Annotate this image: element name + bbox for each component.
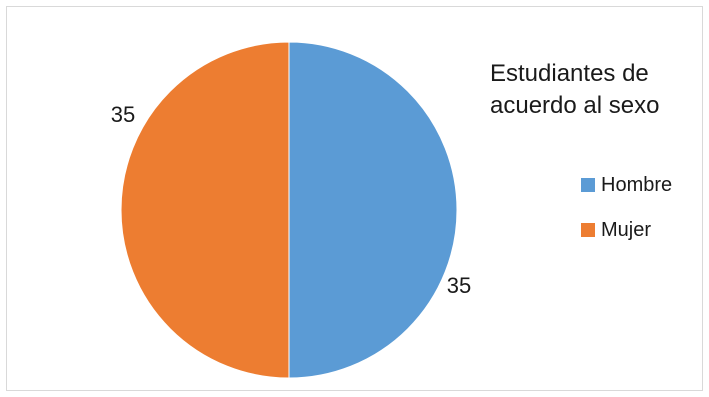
legend-label-mujer: Mujer bbox=[601, 218, 652, 241]
legend-title: Estudiantes de acuerdo al sexo bbox=[490, 58, 700, 122]
legend-label-hombre: Hombre bbox=[601, 173, 673, 196]
data-label-mujer: 35 bbox=[111, 102, 135, 127]
data-label-hombre: 35 bbox=[447, 273, 471, 298]
legend-title-line-1: Estudiantes de bbox=[490, 60, 649, 87]
pie-slice-hombre bbox=[288, 41, 458, 379]
legend-item-hombre: Hombre bbox=[581, 173, 672, 197]
legend-swatch-hombre bbox=[581, 178, 595, 192]
pie-slice-mujer bbox=[120, 41, 290, 379]
legend-item-mujer: Mujer bbox=[581, 218, 651, 242]
legend-swatch-mujer bbox=[581, 223, 595, 237]
legend-title-line-2: acuerdo al sexo bbox=[490, 92, 660, 119]
